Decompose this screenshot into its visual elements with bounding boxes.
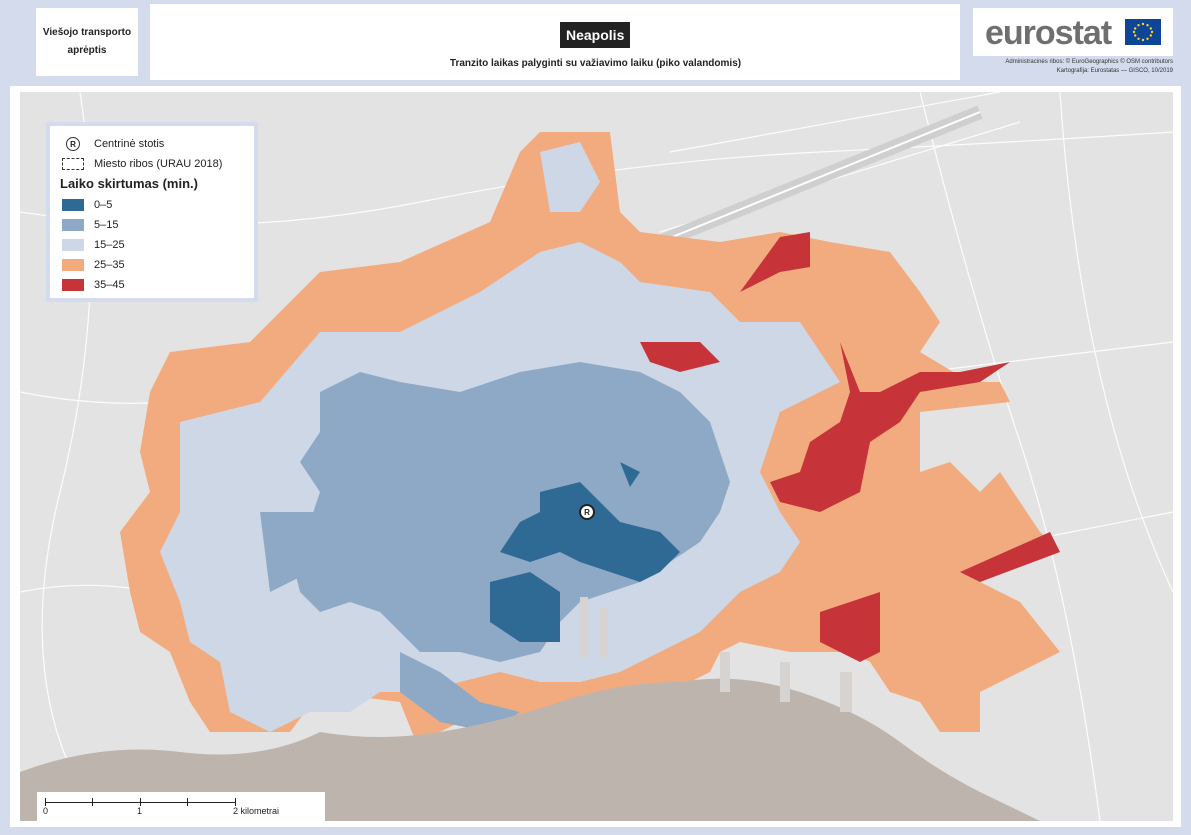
swatch-0-5	[62, 199, 84, 211]
legend-class: 5–15	[60, 215, 244, 235]
scale-bar: 0 1 2 kilometrai	[37, 792, 325, 822]
map-subtitle: Tranzito laikas palyginti su važiavimo l…	[449, 58, 742, 69]
map-title: Neapolis	[560, 22, 631, 48]
eu-flag-icon	[1125, 19, 1161, 45]
theme-text: Viešojo transporto aprėptis	[42, 27, 132, 56]
legend-class: 0–5	[60, 195, 244, 215]
legend-class-label: 15–25	[94, 239, 125, 251]
eurostat-logo: eurostat	[973, 8, 1173, 56]
legend-boundary: Miesto ribos (URAU 2018)	[60, 154, 244, 174]
scale-label-0: 0	[43, 806, 49, 816]
legend-class-label: 35–45	[94, 279, 125, 291]
credits-cartography: Kartografija: Eurostatas — GISCO, 10/201…	[1056, 68, 1173, 74]
credits-boundaries: Administracinės ribos: © EuroGeographics…	[1005, 59, 1173, 65]
dashed-boundary-icon	[60, 158, 86, 170]
legend-class: 15–25	[60, 235, 244, 255]
legend-station: R Centrinė stotis	[60, 134, 244, 154]
legend-class: 25–35	[60, 255, 244, 275]
swatch-25-35	[62, 259, 84, 271]
credits: Administracinės ribos: © EuroGeographics…	[1005, 58, 1173, 76]
legend-station-label: Centrinė stotis	[94, 138, 165, 150]
scale-label-1: 1	[137, 806, 143, 816]
header-theme-box: Viešojo transporto aprėptis	[36, 8, 138, 76]
central-station-marker	[579, 504, 595, 520]
legend-class: 35–45	[60, 275, 244, 295]
header-center	[150, 4, 960, 80]
scale-label-2: 2 kilometrai	[233, 806, 280, 816]
legend-class-label: 0–5	[94, 199, 113, 211]
legend-title: Laiko skirtumas (min.)	[60, 176, 198, 191]
svg-text:R: R	[584, 508, 590, 517]
legend-class-label: 5–15	[94, 219, 119, 231]
legend-boundary-label: Miesto ribos (URAU 2018)	[94, 158, 223, 170]
map-legend: R Centrinė stotis Miesto ribos (URAU 201…	[46, 122, 258, 302]
station-icon: R	[60, 137, 86, 151]
swatch-35-45	[62, 279, 84, 291]
legend-class-label: 25–35	[94, 259, 125, 271]
brand-name: eurostat	[985, 14, 1112, 52]
swatch-5-15	[62, 219, 84, 231]
swatch-15-25	[62, 239, 84, 251]
